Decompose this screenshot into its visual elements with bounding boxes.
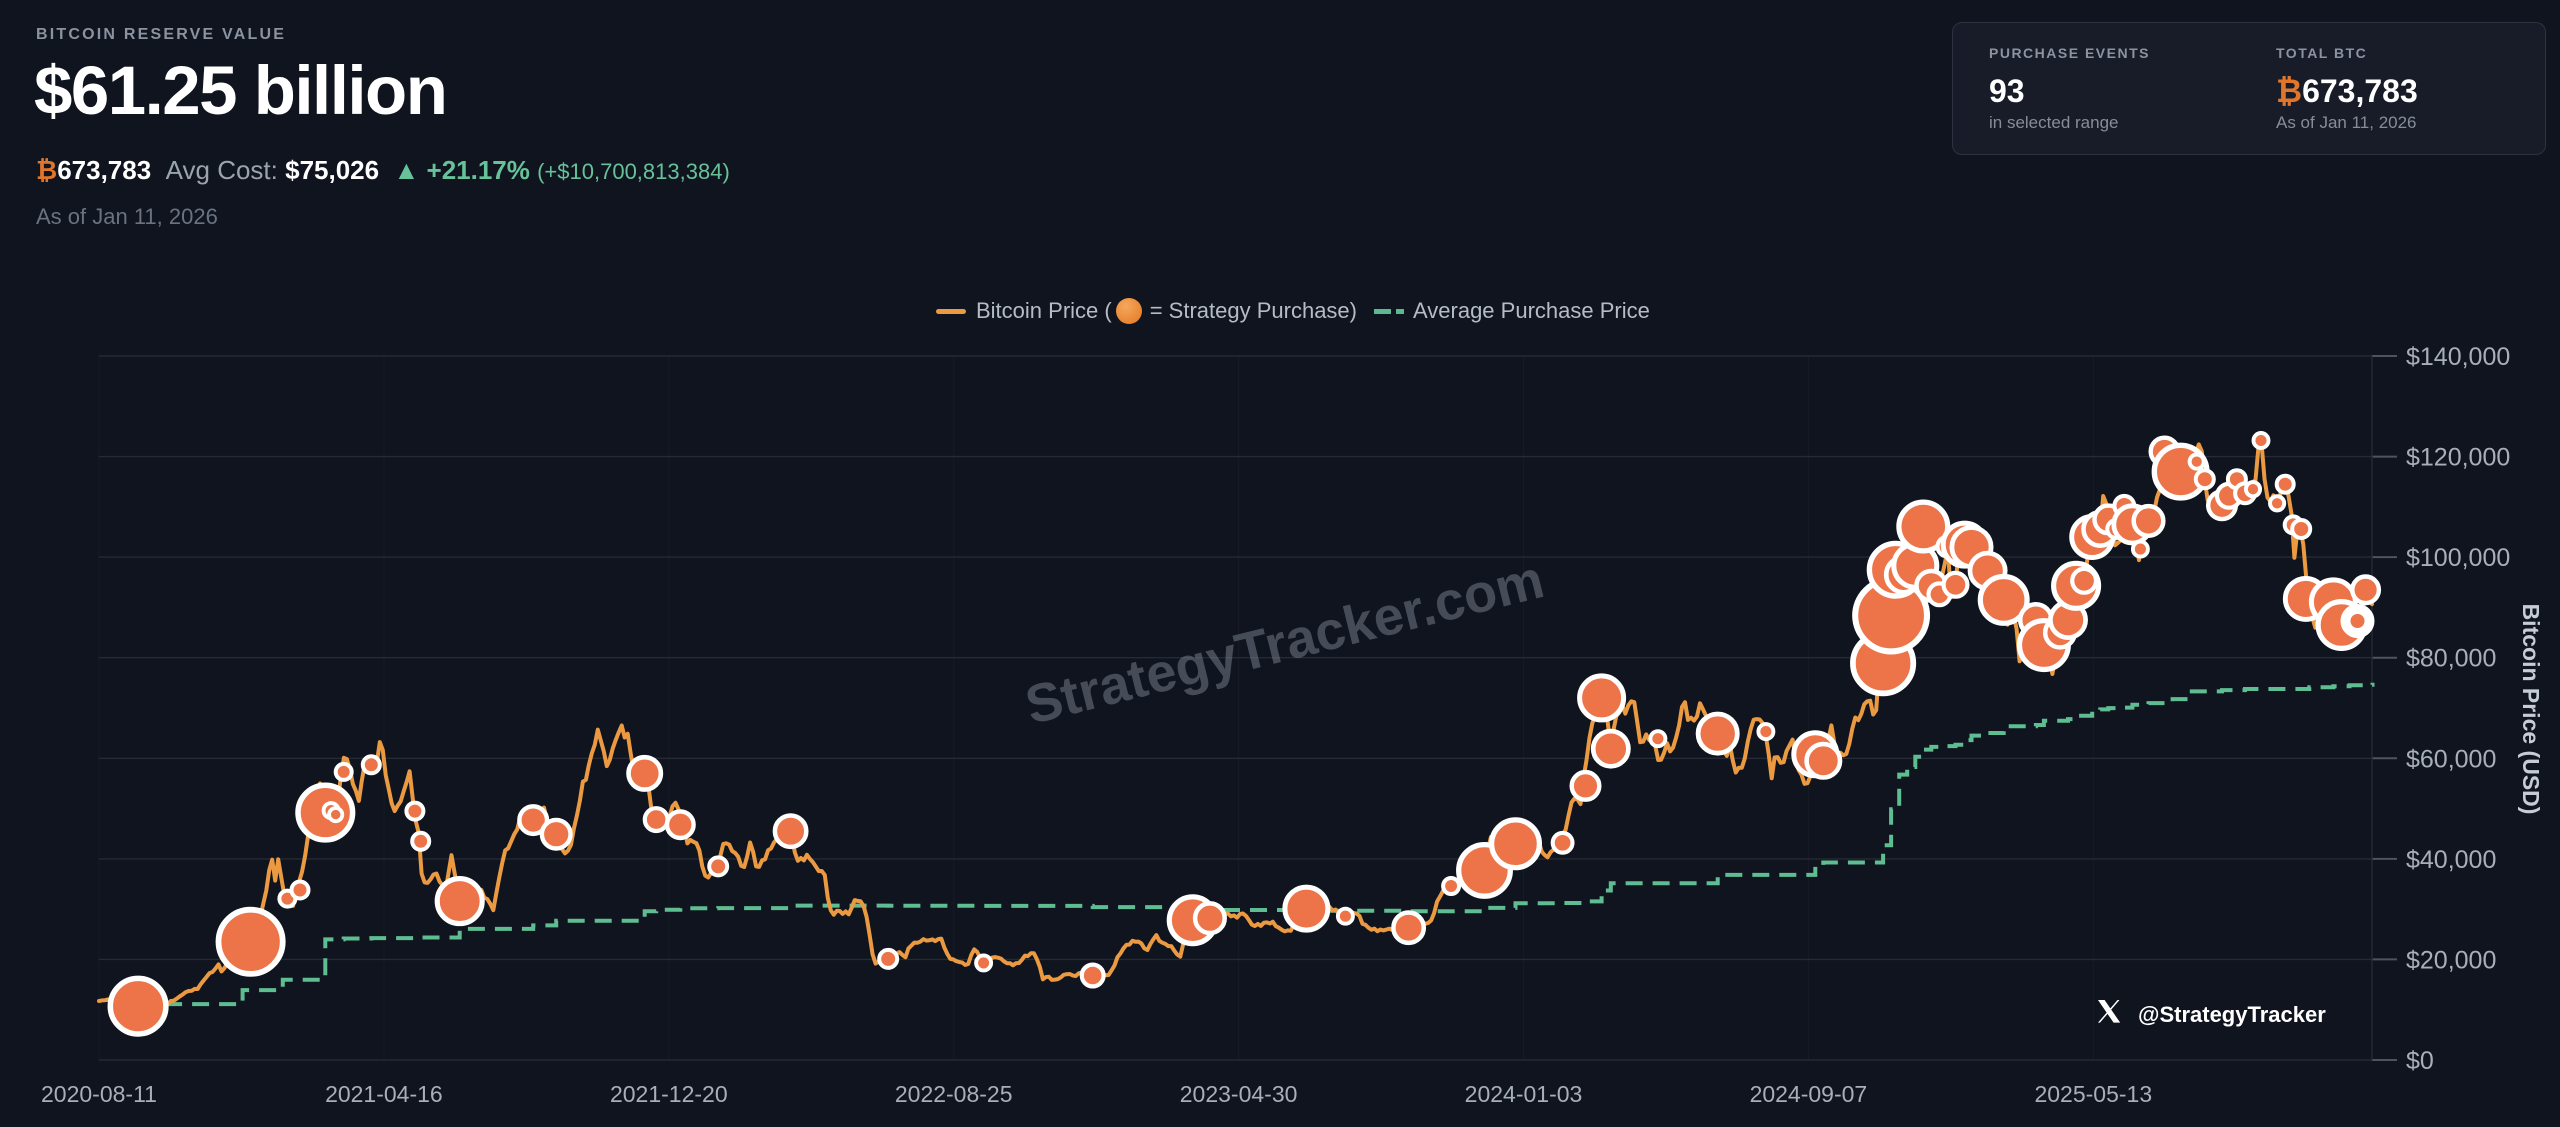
svg-text:2023-04-30: 2023-04-30 (1180, 1081, 1298, 1107)
svg-text:Bitcoin Price (USD): Bitcoin Price (USD) (2518, 604, 2544, 815)
svg-text:$0: $0 (2406, 1047, 2434, 1075)
svg-text:$140,000: $140,000 (2406, 343, 2510, 371)
svg-text:2024-09-07: 2024-09-07 (1750, 1081, 1868, 1107)
svg-text:$60,000: $60,000 (2406, 745, 2496, 773)
svg-text:2025-05-13: 2025-05-13 (2034, 1081, 2152, 1107)
svg-text:StrategyTracker.com: StrategyTracker.com (1020, 549, 1550, 736)
svg-text:2020-08-11: 2020-08-11 (41, 1081, 157, 1107)
svg-text:@StrategyTracker: @StrategyTracker (2138, 1002, 2326, 1027)
svg-text:$80,000: $80,000 (2406, 645, 2496, 673)
svg-text:2022-08-25: 2022-08-25 (895, 1081, 1013, 1107)
svg-text:2021-04-16: 2021-04-16 (325, 1081, 443, 1107)
svg-text:$100,000: $100,000 (2406, 544, 2510, 572)
svg-text:2024-01-03: 2024-01-03 (1465, 1081, 1583, 1107)
svg-text:$120,000: $120,000 (2406, 444, 2510, 472)
svg-text:2021-12-20: 2021-12-20 (610, 1081, 728, 1107)
svg-text:$40,000: $40,000 (2406, 846, 2496, 874)
svg-text:$20,000: $20,000 (2406, 946, 2496, 974)
